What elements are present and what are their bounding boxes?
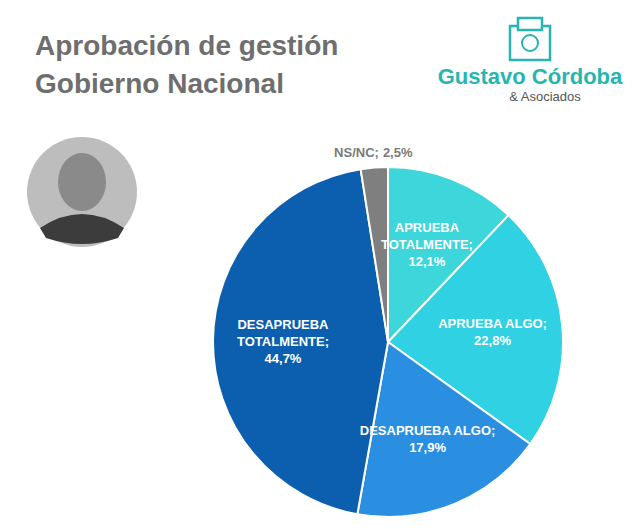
data-label: DESAPRUEBA ALGO; 17,9%	[360, 423, 496, 455]
portrait-bg	[27, 137, 137, 247]
label-value: 22,8%	[474, 333, 511, 348]
logo-seal	[522, 35, 538, 51]
pie-slice	[361, 167, 388, 342]
pie	[213, 167, 563, 517]
label-category: DESAPRUEBA ALGO;	[360, 423, 496, 438]
logo-name: Gustavo Córdoba	[438, 64, 623, 89]
labels: APRUEBA TOTALMENTE; 12,1% APRUEBA ALGO; 22,8…	[237, 145, 547, 455]
chart: Aprobación de gestión Gobierno Nacional Gu…	[0, 0, 635, 529]
label-category: NS/NC;	[334, 145, 379, 160]
title-line: Gobierno Nacional	[35, 68, 284, 99]
label-value: 12,1%	[409, 254, 446, 269]
label-value: 2,5%	[383, 145, 413, 160]
title-line: Aprobación de gestión	[35, 30, 338, 61]
label-category: DESAPRUEBA	[237, 317, 329, 332]
data-label: NS/NC; 2,5%	[334, 145, 413, 160]
label-category: TOTALMENTE;	[237, 334, 329, 349]
label-category: APRUEBA	[395, 220, 460, 235]
pie-slice	[213, 169, 388, 514]
portrait-body	[40, 214, 124, 244]
logo-subtitle: & Asociados	[509, 89, 581, 104]
logo-ballot	[518, 18, 542, 30]
label-value: 44,7%	[265, 351, 302, 366]
portrait	[27, 137, 137, 247]
data-label: APRUEBA ALGO; 22,8%	[438, 316, 547, 348]
label-category: TOTALMENTE;	[381, 237, 473, 252]
label-value: 17,9%	[409, 440, 446, 455]
logo	[510, 18, 550, 60]
data-label: DESAPRUEBA TOTALMENTE; 44,7%	[237, 317, 329, 366]
data-label: APRUEBA TOTALMENTE; 12,1%	[381, 220, 473, 269]
portrait-head	[58, 153, 106, 211]
title: Aprobación de gestión Gobierno Nacional	[35, 30, 338, 99]
label-category: APRUEBA ALGO;	[438, 316, 547, 331]
